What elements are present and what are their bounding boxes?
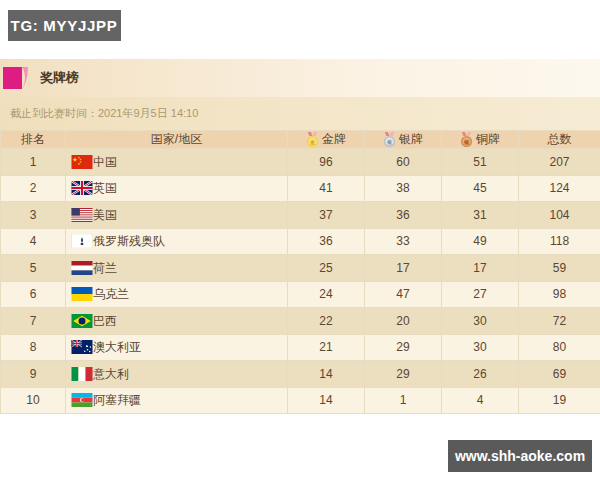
svg-text:铜: 铜 — [463, 139, 469, 146]
svg-text:银: 银 — [386, 139, 392, 145]
svg-text:金: 金 — [309, 140, 315, 145]
